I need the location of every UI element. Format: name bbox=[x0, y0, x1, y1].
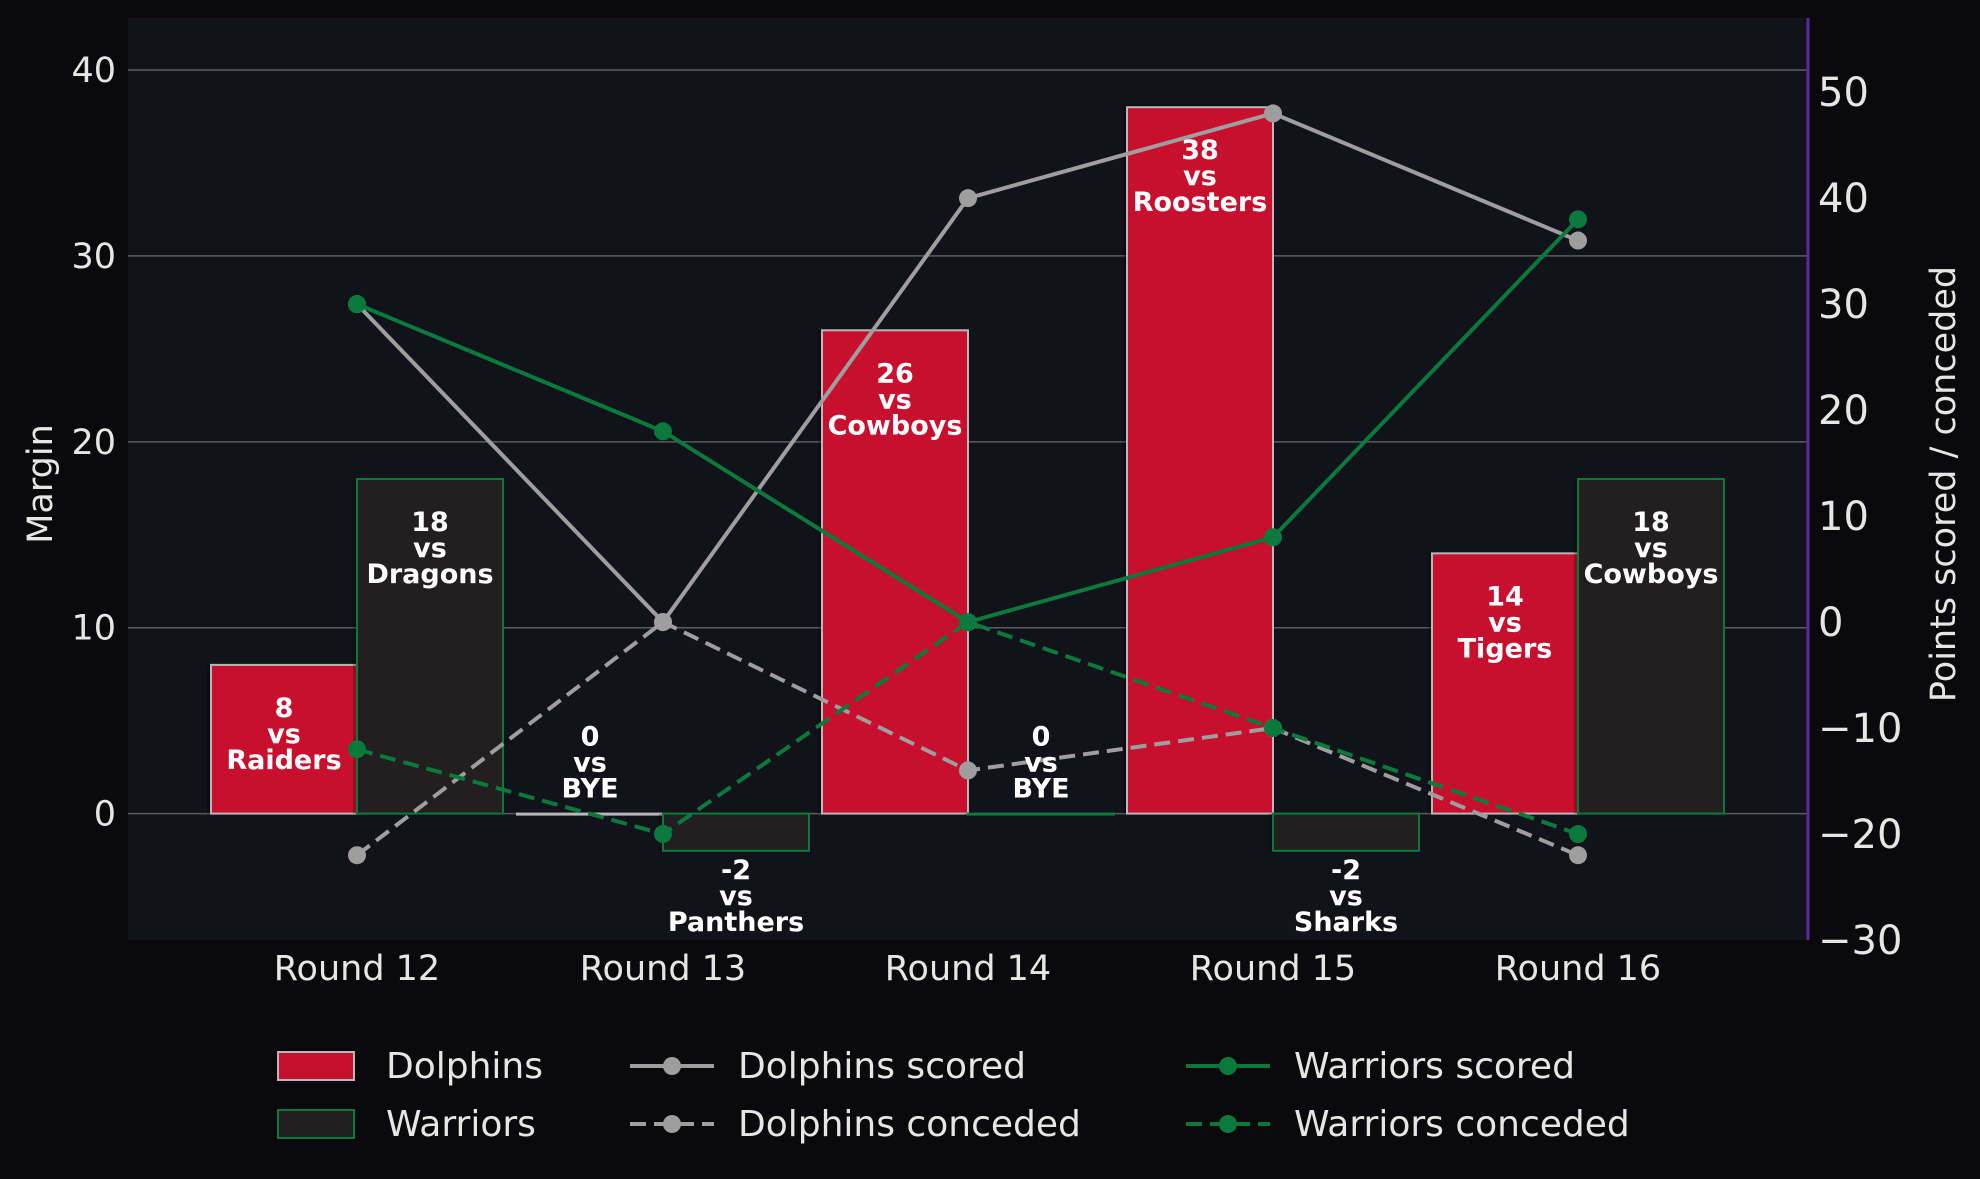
y-tick-label: 10 bbox=[71, 609, 116, 649]
bar-label: BYE bbox=[561, 774, 618, 805]
bar-label: vs bbox=[719, 881, 753, 912]
right-axis-ticks: −30 −20 −10 0 10 20 30 40 50 bbox=[1818, 70, 1902, 964]
y-right-tick-label: 50 bbox=[1818, 70, 1869, 116]
bar-label: Sharks bbox=[1294, 907, 1398, 938]
bar-label: vs bbox=[1634, 533, 1668, 564]
dolphins-scored-point bbox=[1569, 231, 1587, 250]
x-tick-label: Round 16 bbox=[1495, 949, 1661, 989]
y-tick-label: 40 bbox=[71, 51, 116, 91]
y-tick-label: 20 bbox=[71, 423, 116, 463]
warriors-conceded-point bbox=[959, 613, 977, 632]
y-right-tick-label: −10 bbox=[1818, 706, 1902, 752]
dolphins-scored-point bbox=[959, 189, 977, 208]
bar-label: vs bbox=[1024, 748, 1058, 779]
dolphins-bar bbox=[1431, 552, 1579, 815]
dolphins-bar bbox=[1126, 106, 1274, 815]
x-tick-label: Round 12 bbox=[274, 949, 440, 989]
warriors-scored-point bbox=[654, 422, 672, 441]
bar-label: 38 bbox=[1181, 135, 1219, 166]
bar-label: vs bbox=[413, 533, 447, 564]
bar-label: 0 bbox=[1032, 722, 1051, 753]
y-right-tick-label: 20 bbox=[1818, 388, 1869, 434]
bar-label: vs bbox=[1488, 607, 1522, 638]
dolphins-conceded-point bbox=[959, 761, 977, 780]
y-right-tick-label: −20 bbox=[1818, 812, 1902, 858]
bar-label: 8 bbox=[275, 693, 294, 724]
legend-label: Warriors conceded bbox=[1294, 1104, 1630, 1145]
bar-label: vs bbox=[1329, 881, 1363, 912]
legend-label: Dolphins scored bbox=[738, 1046, 1026, 1087]
left-axis-label: Margin bbox=[21, 424, 61, 544]
warriors-conceded-point bbox=[654, 825, 672, 844]
bar-label: 18 bbox=[1632, 507, 1670, 538]
y-right-tick-label: −30 bbox=[1818, 918, 1902, 964]
y-right-tick-label: 10 bbox=[1818, 494, 1869, 540]
bar-label: -2 bbox=[1331, 855, 1361, 886]
legend-marker bbox=[663, 1115, 681, 1133]
bar-label: vs bbox=[878, 384, 912, 415]
dolphins-conceded-point bbox=[348, 846, 366, 865]
legend-marker bbox=[1219, 1057, 1237, 1075]
legend-swatch bbox=[277, 1109, 355, 1139]
warriors-conceded-point bbox=[1264, 719, 1282, 738]
bar-label: vs bbox=[1183, 161, 1217, 192]
x-axis-ticks: Round 12 Round 13 Round 14 Round 15 Round 16 bbox=[274, 949, 1661, 989]
legend-marker bbox=[663, 1057, 681, 1075]
bar-label: Roosters bbox=[1133, 187, 1268, 218]
y-right-tick-label: 30 bbox=[1818, 282, 1869, 328]
legend-label: Dolphins conceded bbox=[738, 1104, 1081, 1145]
warriors-conceded-point bbox=[1569, 825, 1587, 844]
bar-label: 0 bbox=[581, 722, 600, 753]
dolphins-conceded-point bbox=[1569, 846, 1587, 865]
y-right-tick-label: 40 bbox=[1818, 176, 1869, 222]
dolphins-scored-point bbox=[1264, 104, 1282, 123]
bar-label: vs bbox=[573, 748, 607, 779]
warriors-scored-point bbox=[1569, 210, 1587, 229]
left-axis-ticks: 0 10 20 30 40 bbox=[71, 51, 116, 835]
warriors-conceded-point bbox=[348, 740, 366, 759]
bar-label: Cowboys bbox=[828, 410, 963, 441]
bar-label: -2 bbox=[721, 855, 751, 886]
bar-label: 18 bbox=[411, 507, 449, 538]
right-axis-label: Points scored / conceded bbox=[1924, 266, 1964, 702]
warriors-scored-point bbox=[348, 295, 366, 314]
warriors-bar bbox=[967, 812, 1115, 816]
y-right-tick-label: 0 bbox=[1818, 600, 1843, 646]
warriors-bar bbox=[1577, 478, 1725, 815]
bars bbox=[207, 106, 1725, 852]
legend-label: Warriors bbox=[386, 1104, 536, 1145]
bar-label: Tigers bbox=[1458, 633, 1553, 664]
x-tick-label: Round 13 bbox=[580, 949, 746, 989]
legend-swatch bbox=[277, 1051, 355, 1081]
bar-label: Dragons bbox=[366, 559, 493, 590]
x-tick-label: Round 15 bbox=[1190, 949, 1356, 989]
warriors-scored-point bbox=[1264, 528, 1282, 547]
legend-label: Dolphins bbox=[386, 1046, 543, 1087]
bar-label: Panthers bbox=[668, 907, 804, 938]
warriors-conceded-line bbox=[356, 620, 1579, 837]
legend-marker bbox=[1219, 1115, 1237, 1133]
bar-label: 14 bbox=[1486, 581, 1524, 612]
bar-label: Raiders bbox=[226, 745, 341, 776]
dolphins-bar bbox=[821, 329, 969, 815]
x-tick-label: Round 14 bbox=[885, 949, 1051, 989]
bar-label: vs bbox=[267, 719, 301, 750]
warriors-bar bbox=[1272, 812, 1420, 852]
dolphins-conceded-point bbox=[654, 613, 672, 632]
warriors-bar bbox=[662, 812, 810, 852]
bar-label: Cowboys bbox=[1584, 559, 1719, 590]
line-series bbox=[348, 104, 1587, 865]
y-tick-label: 0 bbox=[94, 795, 116, 835]
bar-labels: 8vsRaiders0vsBYE26vsCowboys38vsRoosters1… bbox=[226, 135, 1718, 938]
legend-label: Warriors scored bbox=[1294, 1046, 1575, 1087]
bar-label: 26 bbox=[876, 358, 914, 389]
legend: Dolphins Warriors Dolphins scored Dolphins … bbox=[277, 1046, 1630, 1145]
bar-label: BYE bbox=[1012, 774, 1069, 805]
y-tick-label: 30 bbox=[71, 237, 116, 277]
